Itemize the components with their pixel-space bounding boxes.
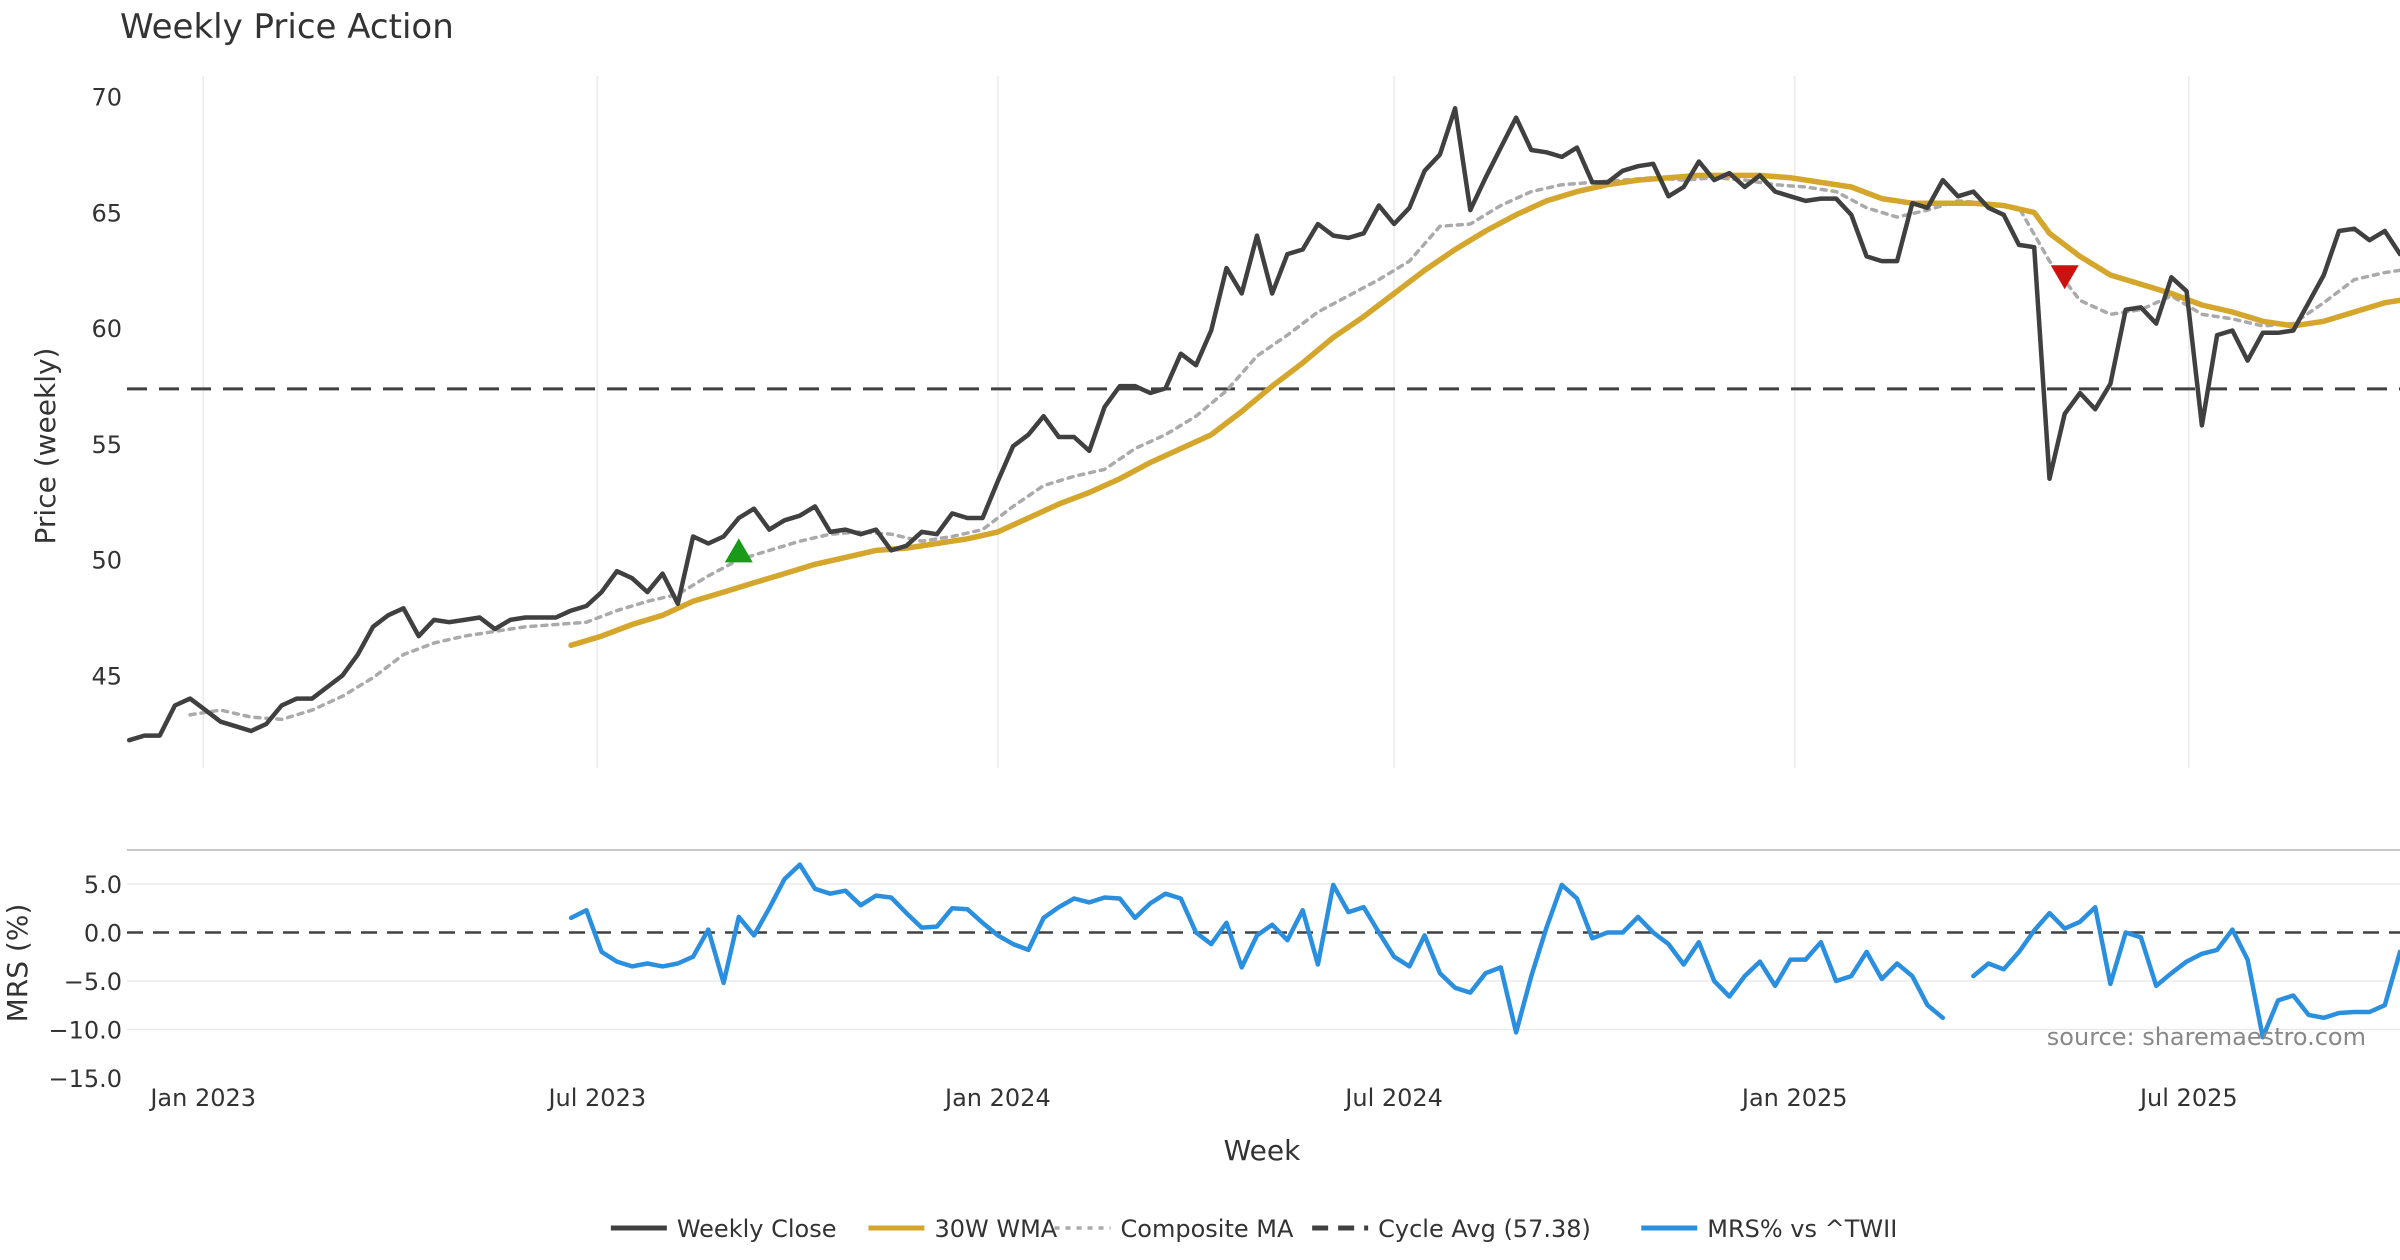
mrs-y-ticks: 5.0 0.0 −5.0 −10.0 −15.0 [48,871,122,1093]
signal-markers [724,265,2079,563]
price-y-tick-label: 55 [91,431,122,459]
price-y-tick-label: 60 [91,315,122,343]
mrs-y-axis-label: MRS (%) [1,904,34,1023]
x-tick-label: Jan 2024 [943,1084,1051,1112]
x-tick-label: Jan 2023 [148,1084,256,1112]
price-y-tick-label: 50 [91,547,122,575]
x-tick-label: Jan 2025 [1740,1084,1848,1112]
buy-signal-marker [724,538,753,563]
legend: Weekly Close 30W WMA Composite MA Cycle Avg… [610,1215,1897,1243]
mrs-y-tick-label: −5.0 [64,968,122,996]
x-tick-label: Jul 2025 [2138,1084,2238,1112]
legend-label: Weekly Close [677,1215,837,1243]
chart-title: Weekly Price Action [120,7,454,47]
legend-label: 30W WMA [934,1215,1057,1243]
mrs-lines [568,862,2400,1040]
price-y-tick-label: 70 [91,84,122,112]
mrs-grid [127,849,2400,1031]
mrs-y-tick-label: −10.0 [48,1016,122,1044]
price-grid [202,76,2190,768]
price-y-ticks: 45 50 55 60 65 70 [91,84,122,691]
series-mrs-vs-twii [568,862,1946,1035]
legend-label: Cycle Avg (57.38) [1378,1215,1591,1243]
series-composite-ma [188,175,2400,722]
series-30w-wma [568,172,2400,649]
series-weekly-close [126,106,2400,743]
sell-signal-marker [2050,265,2079,290]
x-tick-label: Jul 2023 [546,1084,646,1112]
price-lines [126,106,2400,743]
price-y-axis-label: Price (weekly) [29,348,62,545]
source-note: source: sharemaestro.com [2047,1023,2366,1051]
mrs-y-tick-label: −15.0 [48,1065,122,1093]
price-y-tick-label: 45 [91,662,122,690]
mrs-y-tick-label: 5.0 [84,871,122,899]
mrs-y-tick-label: 0.0 [84,919,122,947]
x-tick-label: Jul 2024 [1343,1084,1443,1112]
price-y-tick-label: 65 [91,199,122,227]
legend-label: Composite MA [1121,1215,1294,1243]
series-mrs-vs-twii [1971,904,2400,1040]
legend-label: MRS% vs ^TWII [1707,1215,1897,1243]
x-axis-label: Week [1224,1134,1301,1167]
x-ticks: Jan 2023 Jul 2023 Jan 2024 Jul 2024 Jan 2025… [148,1084,2237,1112]
